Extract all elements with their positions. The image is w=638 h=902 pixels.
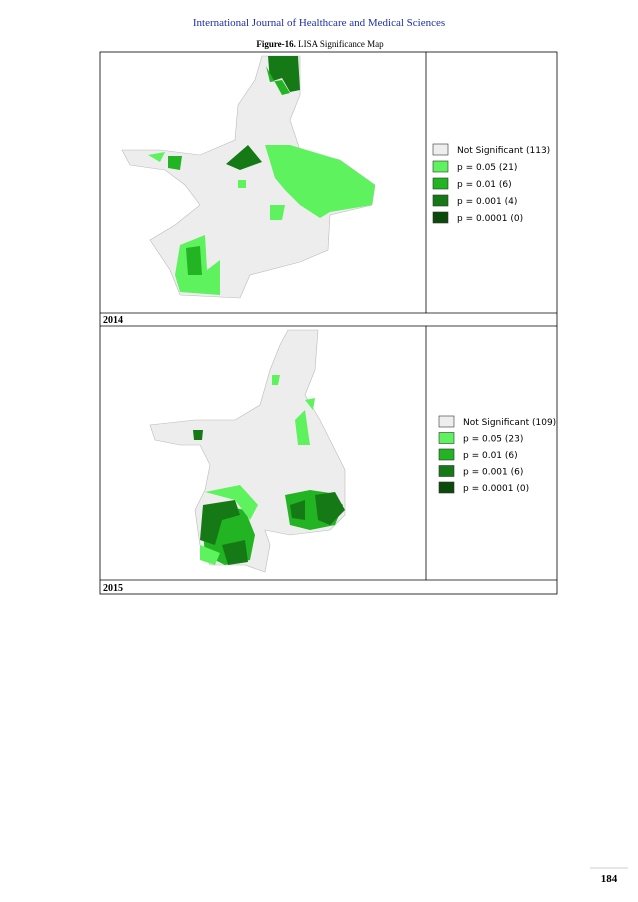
region-sig xyxy=(148,152,165,162)
legend-label: Not Significant (113) xyxy=(457,146,550,156)
legend-swatch xyxy=(432,160,449,173)
legend-label: p = 0.001 (4) xyxy=(457,197,517,207)
region-sig xyxy=(200,545,220,565)
region-sig xyxy=(315,492,345,525)
region-sig xyxy=(265,145,375,218)
region-sig xyxy=(205,485,258,520)
legend-swatch xyxy=(438,448,455,461)
region-sig xyxy=(266,66,290,95)
figure-label: Figure-16. xyxy=(256,39,296,49)
region-sig xyxy=(305,398,315,410)
legend-label: p = 0.05 (23) xyxy=(463,435,523,445)
legend-label: p = 0.05 (21) xyxy=(457,163,517,173)
region-sig xyxy=(168,156,182,170)
legend-swatch xyxy=(432,211,449,224)
table-frame xyxy=(99,51,558,595)
legend-swatch xyxy=(432,143,449,156)
legend-label: p = 0.01 (6) xyxy=(457,180,512,190)
figure-caption: Figure-16. LISA Significance Map xyxy=(256,39,384,49)
legend-label: p = 0.0001 (0) xyxy=(457,214,523,224)
region-sig xyxy=(222,540,248,565)
legend-label: p = 0.001 (6) xyxy=(463,468,523,478)
region-sig xyxy=(238,180,246,188)
region-sig xyxy=(295,410,310,445)
legend-swatch xyxy=(438,465,455,477)
legend-label: Not Significant (109) xyxy=(463,418,556,428)
legend-swatch xyxy=(438,432,455,444)
legend-label: p = 0.01 (6) xyxy=(463,451,518,461)
legend-swatch xyxy=(438,481,455,494)
year-label: 2014 xyxy=(103,315,123,326)
region-sig xyxy=(272,375,280,385)
page-number: 184 xyxy=(601,873,618,885)
map-2015 xyxy=(149,329,346,573)
region-sig xyxy=(268,56,300,92)
legend-label: p = 0.0001 (0) xyxy=(463,484,529,494)
legend-swatch xyxy=(438,415,455,428)
region-sig xyxy=(193,430,203,440)
region-sig xyxy=(226,145,262,170)
legend-swatch xyxy=(432,194,449,207)
legend-swatch xyxy=(432,177,449,190)
region-sig xyxy=(200,500,240,545)
map-2014 xyxy=(121,55,376,299)
region-sig xyxy=(270,205,285,220)
year-label: 2015 xyxy=(103,583,123,594)
journal-header: International Journal of Healthcare and … xyxy=(193,17,445,29)
region-sig xyxy=(290,500,305,520)
figure-title: LISA Significance Map xyxy=(298,39,384,49)
region-sig xyxy=(186,246,202,275)
